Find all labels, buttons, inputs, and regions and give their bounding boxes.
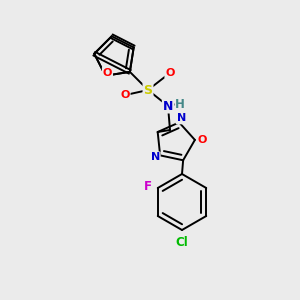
Text: O: O	[103, 68, 112, 78]
Text: O: O	[120, 90, 130, 100]
Text: S: S	[143, 83, 152, 97]
Text: N: N	[163, 100, 173, 112]
Text: N: N	[151, 152, 160, 162]
Text: O: O	[197, 135, 207, 145]
Text: O: O	[165, 68, 175, 78]
Text: H: H	[175, 98, 185, 110]
Text: Cl: Cl	[176, 236, 188, 250]
Text: F: F	[144, 181, 152, 194]
Text: N: N	[176, 113, 186, 123]
